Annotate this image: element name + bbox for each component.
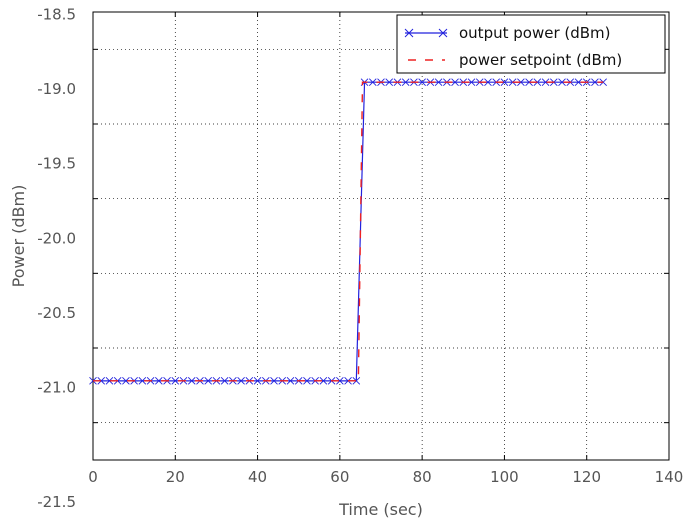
y-tick-label: -19.0 [37,80,76,98]
data-point-x-marker [286,377,295,385]
data-point-x-marker [237,377,245,385]
y-tick-label: -19.5 [37,155,76,173]
data-point-x-marker [97,377,106,385]
series-line-1 [93,81,604,382]
data-point-x-marker [385,78,394,87]
legend-marker-x-icon [404,28,448,38]
data-point-x-marker [138,377,147,385]
data-point-x-marker [401,78,410,87]
data-point-x-marker [599,78,607,87]
data-point-x-marker [155,377,163,385]
x-axis-ticks: 0 20 40 60 80 100 120 140 [88,12,683,486]
legend-box [396,14,666,74]
legend: output power (dBm) power setpoint (dBm) [396,14,666,74]
data-point-x-marker [434,78,443,87]
data-point-x-marker [336,377,344,385]
data-point-x-marker [451,78,459,87]
data-point-x-marker [319,377,328,385]
x-tick-label: 100 [490,468,519,486]
data-point-x-marker [368,78,377,87]
x-axis-label: Time (sec) [338,500,423,519]
data-point-x-marker [187,377,196,385]
x-tick-label: 120 [572,468,601,486]
x-tick-label: 60 [330,468,349,486]
y-tick-label-extra: -21.5 [37,493,76,511]
x-tick-label: 0 [88,468,98,486]
data-point-x-marker [122,377,130,385]
series-layer [89,78,607,385]
data-point-x-marker [484,78,492,87]
x-tick-label: 80 [413,468,432,486]
x-tick-label: 140 [655,468,684,486]
y-axis-label: Power (dBm) [9,185,28,288]
data-point-x-marker [303,377,311,385]
data-point-x-marker [517,78,525,87]
x-tick-label: 40 [248,468,267,486]
data-point-x-marker [270,377,278,385]
data-point-x-marker [204,377,213,385]
data-point-x-marker [105,377,114,385]
data-point-x-marker [467,78,476,87]
y-tick-label: -18.5 [37,5,76,23]
legend-label-output-power: output power (dBm) [459,24,611,42]
data-point-x-marker [418,78,426,87]
data-point-x-marker [525,78,533,87]
data-point-x-marker [541,78,550,87]
data-point-x-marker [558,78,566,87]
data-point-x-marker [500,78,509,87]
y-tick-label: -21.0 [37,379,76,397]
data-point-x-marker [574,78,583,87]
y-tick-label: -20.5 [37,304,76,322]
y-axis-ticks: -21.0 -20.5 -20.0 -19.5 -19.0 -18.5 [37,5,669,424]
legend-label-power-setpoint: power setpoint (dBm) [459,51,622,69]
plot-area [92,11,670,461]
data-point-x-marker [591,78,599,87]
data-point-x-marker [220,377,229,385]
data-point-x-marker [352,377,361,385]
y-tick-label: -20.0 [37,229,76,247]
grid [93,12,669,460]
x-tick-label: 20 [166,468,185,486]
data-point-x-marker [253,377,262,385]
data-point-x-marker [171,377,180,385]
